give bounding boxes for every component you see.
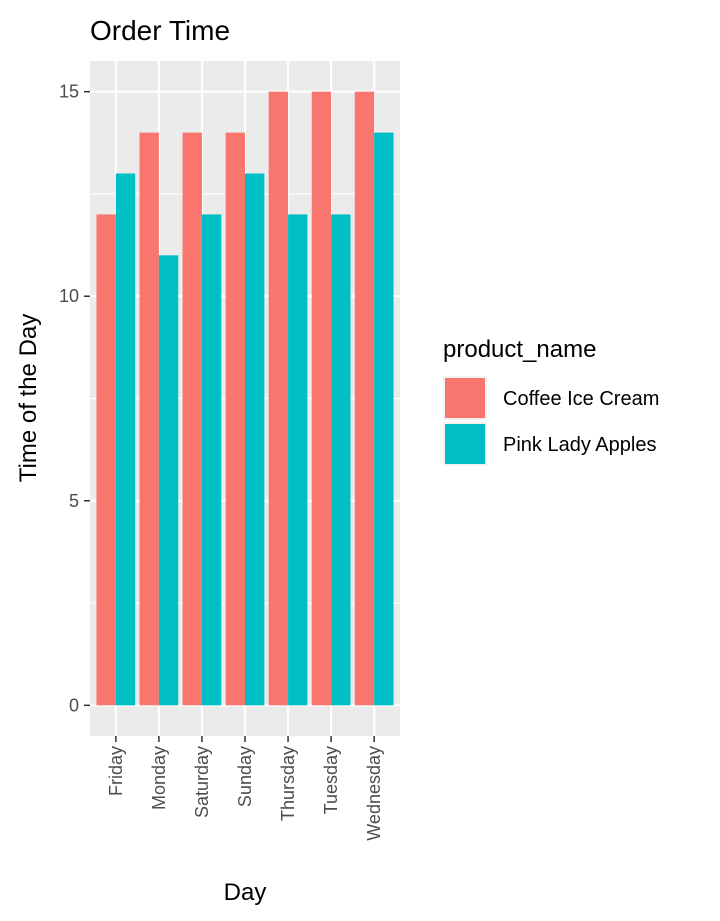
bar-pink-lady-apples-thursday	[288, 214, 308, 706]
bar-coffee-ice-cream-saturday	[182, 132, 202, 706]
x-tick-label: Wednesday	[364, 746, 384, 841]
bar-pink-lady-apples-monday	[158, 255, 179, 706]
bar-coffee-ice-cream-sunday	[225, 132, 245, 706]
x-axis-label: Day	[224, 879, 267, 906]
y-axis-label: Time of the Day	[15, 314, 42, 483]
bar-pink-lady-apples-sunday	[245, 173, 265, 706]
x-tick-label: Friday	[106, 746, 126, 796]
x-axis: Friday Monday Saturday Sunday Thursday Tuesda…	[106, 736, 384, 841]
bar-pink-lady-apples-friday	[115, 173, 136, 706]
legend: product_name Coffee Ice Cream Pink Lady A…	[443, 336, 659, 466]
x-tick-label: Saturday	[192, 746, 212, 818]
x-tick-label: Tuesday	[321, 746, 341, 814]
bar-pink-lady-apples-tuesday	[331, 214, 351, 706]
bar-coffee-ice-cream-thursday	[268, 91, 289, 706]
chart-title: Order Time	[90, 15, 230, 46]
legend-title: product_name	[443, 336, 596, 363]
bar-coffee-ice-cream-wednesday	[354, 91, 375, 706]
y-tick-label: 5	[69, 491, 79, 511]
legend-key-swatch	[445, 378, 485, 418]
legend-label: Pink Lady Apples	[503, 434, 656, 456]
bar-coffee-ice-cream-tuesday	[311, 91, 332, 706]
legend-label: Coffee Ice Cream	[503, 388, 659, 410]
bar-pink-lady-apples-wednesday	[374, 132, 394, 706]
bar-coffee-ice-cream-friday	[96, 214, 116, 706]
bar-pink-lady-apples-saturday	[201, 214, 222, 706]
y-tick-label: 0	[69, 695, 79, 715]
x-tick-label: Monday	[149, 746, 169, 810]
x-tick-label: Thursday	[278, 746, 298, 821]
y-axis: 0 5 10 15	[59, 82, 90, 715]
y-tick-label: 15	[59, 82, 79, 102]
bars	[96, 91, 394, 706]
bar-coffee-ice-cream-monday	[139, 132, 159, 706]
x-tick-label: Sunday	[235, 746, 255, 807]
y-tick-label: 10	[59, 286, 79, 306]
legend-key-swatch	[445, 424, 485, 464]
